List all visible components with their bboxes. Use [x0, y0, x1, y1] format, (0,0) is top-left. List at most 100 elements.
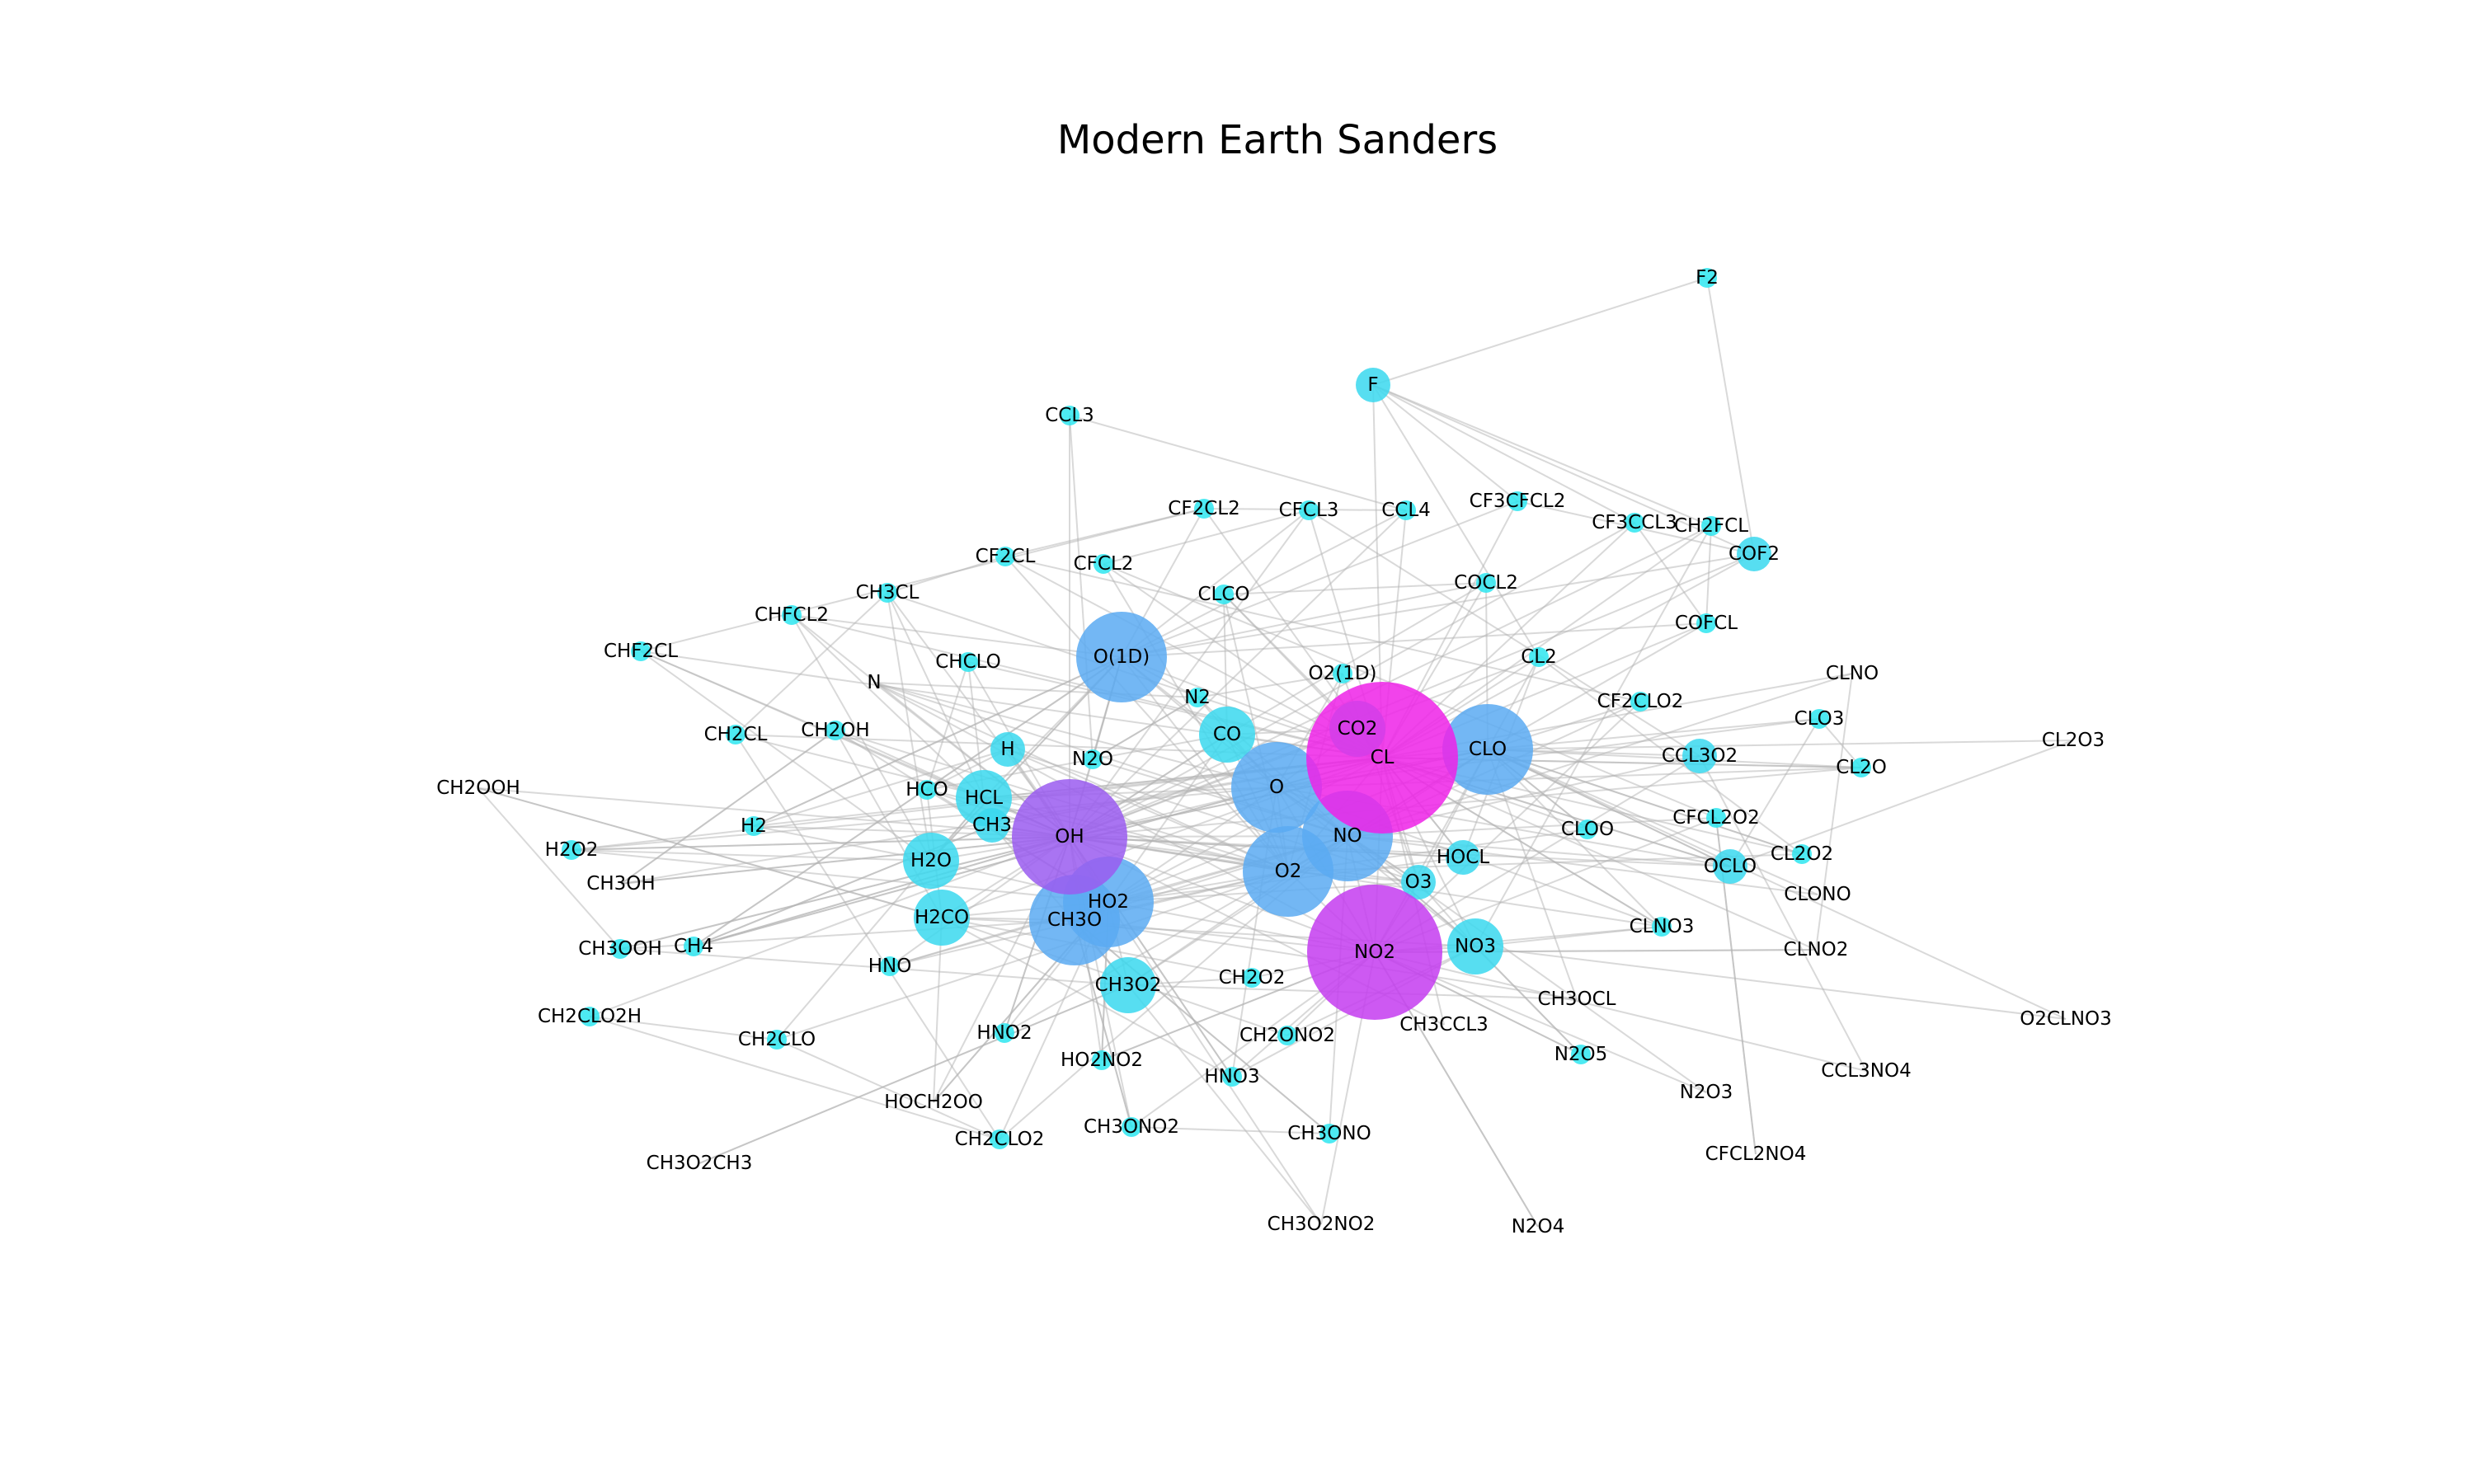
node-h2co [914, 890, 970, 946]
node-label-clno2: CLNO2 [1784, 939, 1849, 960]
node-hno2 [995, 1023, 1014, 1043]
node-label-cl2: CL2 [1521, 646, 1557, 668]
edge-CF2CL2-CHF2CL [640, 508, 1205, 652]
node-ccl3 [1060, 406, 1079, 425]
edge-CH2CL-O2 [735, 734, 1289, 872]
node-label-ch3ooh: CH3OOH [578, 938, 662, 960]
edge-CF2CL-CH3CL [887, 556, 1006, 594]
edge-COFCL-O(1D) [1121, 622, 1707, 658]
node-ch2o2 [1242, 968, 1262, 988]
node-label-hocl: HOCL [1437, 847, 1489, 868]
edge-CH3OH-OH [620, 836, 1070, 885]
node-hno3 [1222, 1067, 1242, 1087]
node-cocl2 [1476, 573, 1496, 593]
node-ch3cl [877, 583, 897, 603]
node-label-clco: CLCO [1197, 584, 1249, 605]
node-label-f: F [1367, 374, 1378, 396]
edge-CLO3-CLO [1487, 718, 1820, 750]
edge-H-O2 [1007, 749, 1289, 872]
edge-CH3CL-HCL [887, 592, 985, 799]
node-label-chfcl2: CHFCL2 [755, 604, 829, 626]
node-ch3ono [1319, 1124, 1339, 1144]
edge-CCL3NO4-NO2 [1374, 951, 1867, 1072]
node-label-ch2ooh: CH2OOH [436, 777, 520, 799]
node-n2 [1188, 688, 1207, 707]
node-label-ho2: HO2 [1088, 891, 1129, 913]
edge-CF3CFCL2-O(1D) [1121, 500, 1518, 658]
node-label-n: N [867, 672, 881, 693]
edge-HOCH2OO-H2CO [933, 917, 943, 1103]
node-label-n2o3: N2O3 [1680, 1082, 1733, 1103]
node-chclo [958, 652, 978, 672]
node-label-n2: N2 [1184, 687, 1211, 708]
node-label-cocl2: COCL2 [1454, 572, 1518, 594]
node-hcl [956, 770, 1012, 826]
node-ch2cl [726, 725, 745, 744]
node-label-ch2fcl: CH2FCL [1674, 515, 1748, 537]
node-hno [880, 956, 900, 976]
edge-CL2O3-CLO [1487, 740, 2074, 750]
edge-F-CF3CCL3 [1372, 384, 1635, 524]
nodes-layer [562, 268, 1871, 1149]
edge-H2O2-HO2 [571, 849, 1109, 903]
node-o1d [1076, 612, 1167, 702]
node-hocl [1446, 840, 1480, 875]
node-hco [917, 780, 937, 800]
edge-O-H2O2 [571, 787, 1277, 851]
node-label-cfcl2o2: CFCL2O2 [1672, 807, 1760, 829]
node-cf3cfcl2 [1507, 491, 1527, 511]
node-label-cfcl3: CFCL3 [1279, 500, 1339, 521]
edge-F-CL2 [1372, 384, 1540, 658]
node-cl2o [1851, 758, 1871, 777]
node-label-ch4: CH4 [674, 936, 713, 957]
edge-COCL2-CO [1226, 582, 1487, 735]
node-label-ch2oh: CH2OH [801, 720, 869, 741]
node-label-ch3ocl: CH3OCL [1538, 989, 1616, 1010]
node-label-ch2o2: CH2O2 [1219, 967, 1286, 989]
edge-CH2CLO-HCL [776, 797, 985, 1040]
node-label-clo3: CLO3 [1794, 708, 1845, 730]
node-label-ch3oh: CH3OH [586, 873, 655, 895]
node-ho2no2 [1092, 1050, 1112, 1070]
node-label-clono: CLONO [1784, 884, 1851, 905]
edge-CHFCL2-O(1D) [791, 614, 1122, 658]
node-label-cf2clo2: CF2CLO2 [1597, 691, 1684, 712]
node-ch3o [1029, 875, 1120, 965]
node-label-clno3: CLNO3 [1630, 916, 1695, 937]
edge-CH3O2NO2-HO2 [1108, 901, 1322, 1225]
node-label-ch3o2no2: CH3O2NO2 [1268, 1214, 1376, 1235]
node-cofcl [1696, 613, 1716, 633]
edge-CH2FCL-COFCL [1705, 525, 1712, 624]
node-label-co: CO [1213, 724, 1241, 745]
edge-CL2O-OH [1069, 767, 1862, 838]
node-cf2clo2 [1630, 692, 1650, 711]
node-cf2cl2 [1194, 499, 1214, 519]
node-label-oh: OH [1055, 826, 1084, 848]
edge-F2-COF2 [1706, 277, 1755, 555]
node-chfcl2 [782, 605, 802, 625]
node-label-o1d: O(1D) [1094, 646, 1150, 668]
node-cf2cl [995, 547, 1015, 566]
node-label-co2: CO2 [1338, 718, 1378, 740]
node-label-cf3ccl3: CF3CCL3 [1592, 512, 1677, 533]
edge-CLONO-CLO [1487, 749, 1818, 895]
node-label-f2: F2 [1696, 267, 1719, 289]
node-label-ch2clo2: CH2CLO2 [955, 1129, 1045, 1150]
node-clco [1214, 585, 1234, 604]
edge-CFCL3-CCL3O2 [1308, 510, 1700, 757]
node-label-h2o: H2O [910, 850, 952, 871]
node-chf2cl [631, 641, 651, 661]
edge-N-O [873, 682, 1277, 788]
node-ch2fcl [1701, 516, 1721, 536]
node-label-clno: CLNO [1826, 663, 1879, 684]
node-label-o21d: O2(1D) [1308, 663, 1376, 684]
edge-CHF2CL-H2O [640, 650, 932, 862]
node-label-cl2o3: CL2O3 [2042, 730, 2105, 751]
node-label-cofcl: COFCL [1675, 613, 1738, 634]
edge-CH3OOH-CH3O2 [619, 948, 1129, 986]
edge-CF2CL-CF2CLO2 [1004, 556, 1641, 702]
node-label-ccl4: CCL4 [1381, 500, 1431, 521]
node-label-n2o: N2O [1072, 749, 1113, 770]
edge-CH2OOH-CH3OOH [477, 787, 621, 950]
